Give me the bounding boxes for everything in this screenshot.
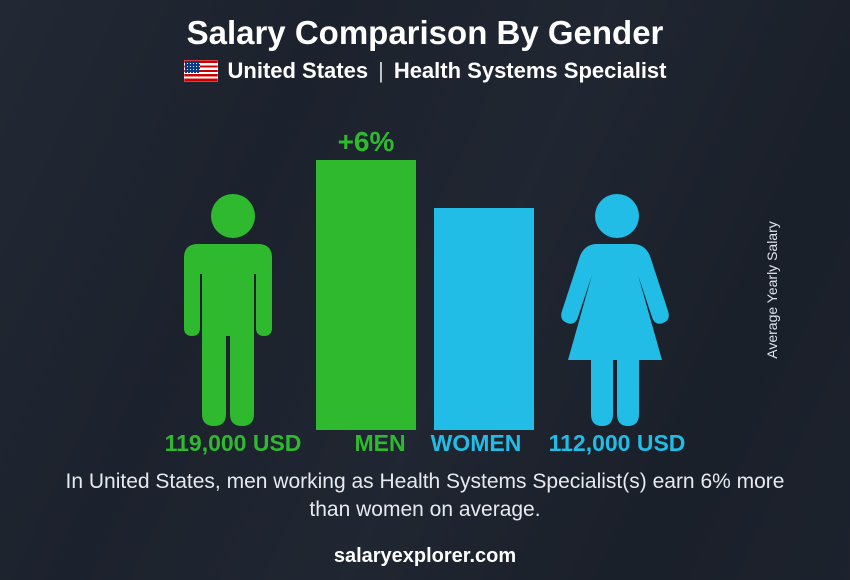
us-flag-icon: [184, 60, 218, 82]
women-label: WOMEN: [431, 430, 522, 457]
men-label: MEN: [354, 430, 405, 457]
axis-label: Average Yearly Salary: [763, 221, 779, 359]
woman-icon: [552, 190, 682, 430]
description-text: In United States, men working as Health …: [50, 468, 800, 525]
men-bar: +6%: [316, 96, 416, 430]
labels-row: 119,000 USD MEN WOMEN 112,000 USD: [0, 430, 850, 466]
country-label: United States: [228, 58, 369, 84]
footer-source: salaryexplorer.com: [0, 545, 850, 568]
women-bar: [434, 96, 534, 430]
men-diff-label: +6%: [316, 126, 416, 158]
page-title: Salary Comparison By Gender: [0, 0, 850, 52]
comparison-chart: +6%: [0, 96, 850, 430]
men-salary-label: 119,000 USD: [165, 430, 302, 457]
women-salary-label: 112,000 USD: [549, 430, 686, 457]
subtitle-row: United States | Health Systems Specialis…: [0, 58, 850, 84]
man-icon: [168, 190, 298, 430]
job-label: Health Systems Specialist: [394, 58, 667, 84]
separator: |: [378, 58, 384, 84]
